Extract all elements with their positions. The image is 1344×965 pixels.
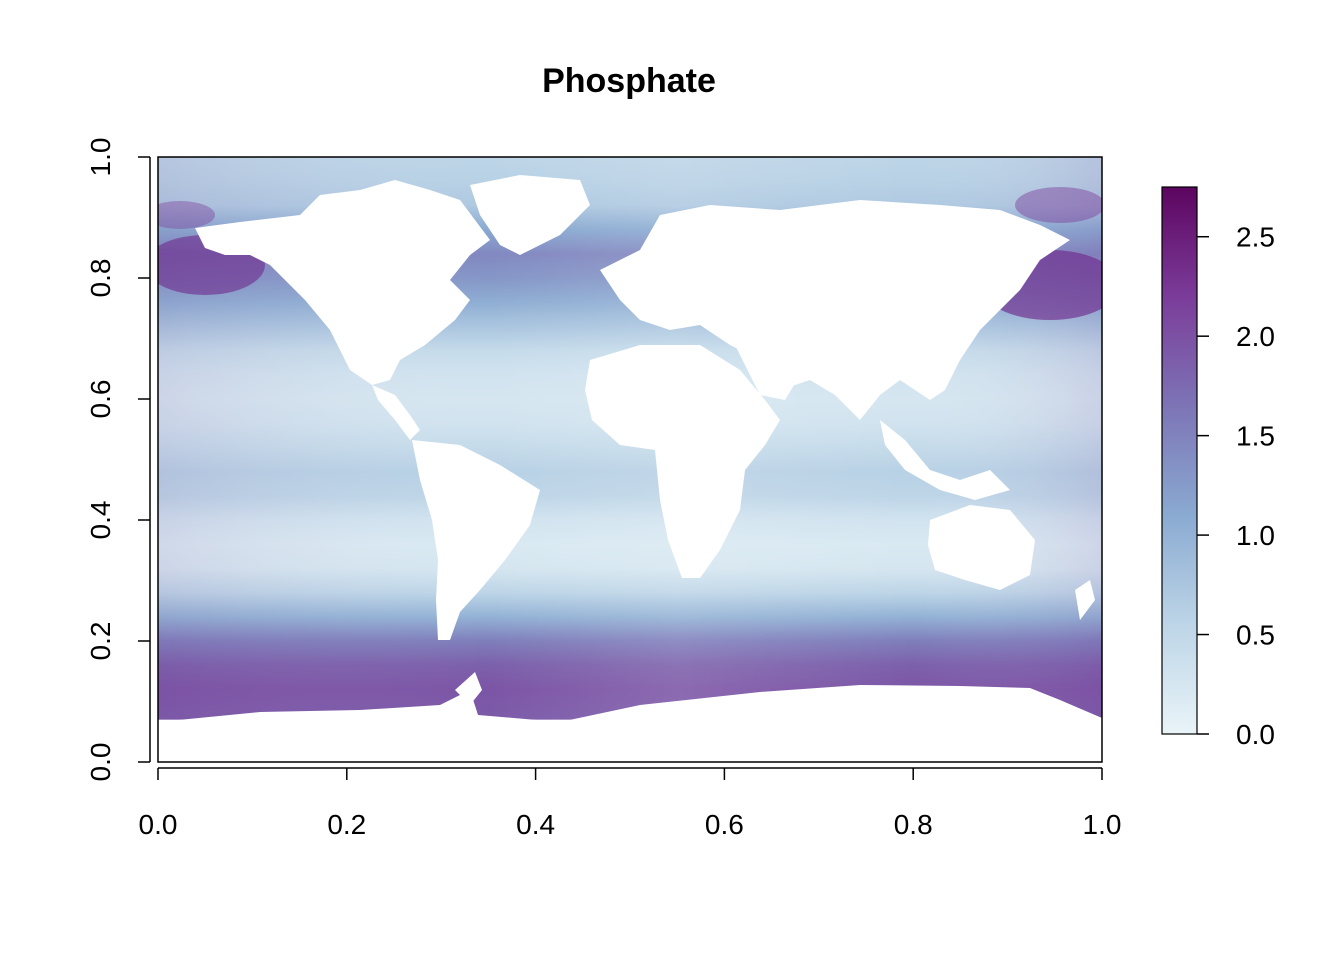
map-field <box>158 157 1102 762</box>
colorbar <box>1161 186 1198 735</box>
colorbar-tick-label: 1.0 <box>1236 520 1275 551</box>
land-antarctic-peninsula <box>455 672 482 705</box>
x-tick-label: 0.2 <box>327 809 366 840</box>
colorbar-tick-label: 2.0 <box>1236 321 1275 352</box>
x-tick-label: 0.8 <box>894 809 933 840</box>
x-tick-label: 1.0 <box>1083 809 1122 840</box>
high-region-arctic <box>1015 187 1102 223</box>
high-region-arctic-west <box>158 201 215 229</box>
y-tick-label: 1.0 <box>85 138 116 177</box>
chart-title: Phosphate <box>542 62 716 100</box>
y-tick-label: 0.2 <box>85 622 116 661</box>
y-tick-label: 0.6 <box>85 380 116 419</box>
x-tick-label: 0.6 <box>705 809 744 840</box>
land-southeast-asia <box>880 420 1010 500</box>
land-north-america <box>195 180 490 385</box>
land-eurasia <box>600 200 1070 420</box>
y-axis-ticks: 0.0 0.2 0.4 0.6 0.8 1.0 <box>85 138 150 782</box>
plot-frame <box>157 156 1103 763</box>
land-new-zealand <box>1075 580 1095 620</box>
y-tick-label: 0.0 <box>85 743 116 782</box>
x-tick-label: 0.4 <box>516 809 555 840</box>
x-axis-ticks: 0.0 0.2 0.4 0.6 0.8 1.0 <box>139 768 1122 840</box>
land-masses <box>158 175 1102 762</box>
y-tick-label: 0.8 <box>85 259 116 298</box>
land-central-america <box>372 385 420 440</box>
y-tick-label: 0.4 <box>85 501 116 540</box>
land-south-america <box>412 440 540 640</box>
colorbar-tick-label: 0.0 <box>1236 719 1275 750</box>
x-tick-label: 0.0 <box>139 809 178 840</box>
colorbar-tick-label: 2.5 <box>1236 222 1275 253</box>
colorbar-tick-label: 1.5 <box>1236 421 1275 452</box>
land-australia <box>928 505 1035 590</box>
colorbar-ticks: 0.0 0.5 1.0 1.5 2.0 2.5 <box>1197 222 1275 750</box>
colorbar-tick-label: 0.5 <box>1236 620 1275 651</box>
land-africa <box>585 345 780 578</box>
land-arabia <box>735 345 800 400</box>
land-antarctica <box>158 685 1102 762</box>
land-greenland <box>470 175 590 255</box>
